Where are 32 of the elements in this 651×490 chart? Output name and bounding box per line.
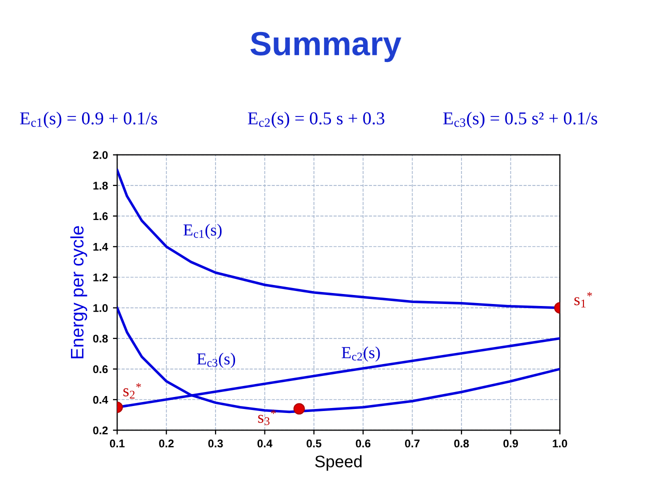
text: E$_{c3}$(s) = 0.5 s² + 0.1/s: [443, 112, 598, 128]
y-tick-label: 0.2: [93, 426, 108, 434]
annotation: E$_{c3}$(s): [196, 352, 236, 368]
x-tick-label: 0.5: [306, 440, 322, 448]
x-tick-label: 0.3: [208, 440, 223, 448]
annotation: s$_{2}$$^{*}$: [123, 383, 141, 398]
x-tick-label: 0.4: [257, 440, 272, 448]
y-tick-label: 0.6: [93, 365, 108, 374]
x-tick-label: 0.1: [110, 440, 125, 448]
text: E$_{c1}$(s) = 0.9 + 0.1/s: [20, 112, 158, 128]
annotation: E$_{c1}$(s): [184, 224, 222, 239]
x-tick-label: 1.0: [552, 440, 568, 448]
y-tick-label: 1.6: [93, 212, 108, 220]
x-tick-label: 0.6: [356, 440, 370, 448]
y-axis-title: Energy per cycle: [70, 226, 88, 358]
x-tick-label: 0.7: [405, 440, 420, 448]
y-tick-label: 1.4: [93, 243, 108, 251]
x-tick-label: 0.9: [503, 440, 518, 448]
x-tick-label: 0.8: [454, 440, 469, 448]
x-tick-label: 0.2: [159, 440, 174, 448]
y-tick-label: 0.8: [93, 334, 108, 343]
y-tick-label: 1.8: [93, 182, 108, 190]
annotation: E$_{c2}$(s): [342, 346, 380, 362]
y-tick-label: 1.2: [93, 274, 108, 282]
y-tick-label: 2.0: [93, 151, 108, 159]
x-axis-title: Speed: [315, 455, 362, 471]
line-series: [117, 306, 560, 414]
chart-title: Summary: [250, 32, 402, 62]
y-tick-label: 0.4: [93, 396, 108, 404]
annotation: s$_{1}$$^{*}$: [574, 292, 592, 308]
y-tick-label: 1.0: [93, 304, 108, 312]
text: E$_{c2}$(s) = 0.5 s + 0.3: [248, 112, 384, 128]
